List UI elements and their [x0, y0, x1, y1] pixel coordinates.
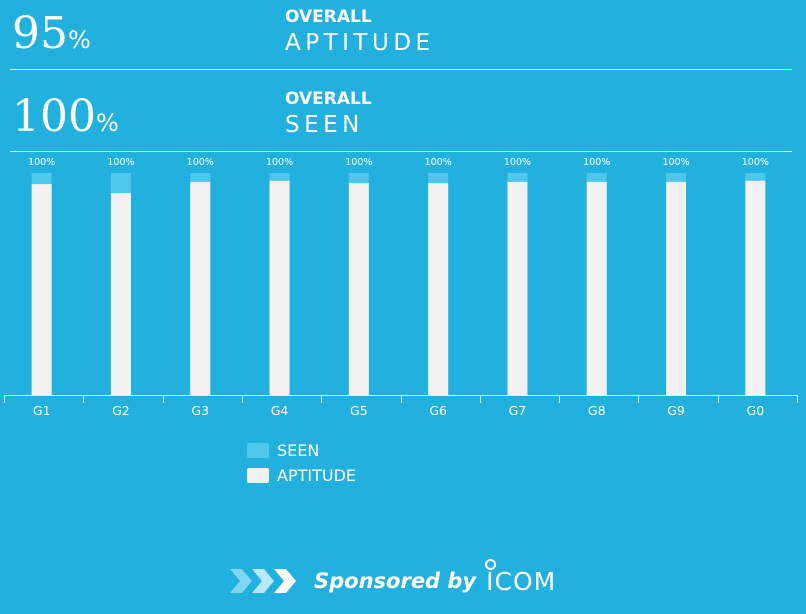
sponsor-banner: Sponsored by ICOM [230, 556, 556, 606]
data-label-G0: 100% [742, 157, 769, 168]
chevrons-right-icon [230, 569, 296, 593]
bar-aptitude-G9 [666, 181, 687, 395]
data-label-G7: 100% [504, 157, 531, 168]
data-label-G2: 100% [107, 157, 134, 168]
logo-dot [485, 558, 497, 570]
summary-divider-1 [10, 69, 792, 70]
summary-divider-2 [10, 151, 792, 152]
bar-aptitude-G5 [348, 182, 369, 395]
data-label-G4: 100% [266, 157, 293, 168]
tick-label-G5: G5 [350, 403, 368, 418]
legend-label-seen: SEEN [277, 441, 320, 460]
bar-aptitude-G7 [507, 181, 528, 395]
data-label-G9: 100% [662, 157, 689, 168]
aptitude-percent: 95% [12, 12, 91, 62]
legend-item-aptitude: APTITUDE [247, 463, 356, 488]
aptitude-value: 95 [12, 8, 68, 59]
chart-legend: SEEN APTITUDE [247, 438, 356, 488]
tick-label-G4: G4 [271, 403, 289, 418]
bar-aptitude-G1 [31, 184, 52, 395]
icom-logo: ICOM [485, 558, 557, 596]
seen-percent: 100% [12, 95, 119, 145]
bar-aptitude-G2 [110, 192, 131, 395]
tick-label-G2: G2 [112, 403, 130, 418]
sponsor-text: Sponsored by [314, 569, 477, 593]
aptitude-label-bottom: APTITUDE [285, 30, 435, 56]
tick-label-G3: G3 [191, 403, 209, 418]
seen-label-bottom: SEEN [285, 112, 364, 138]
data-label-G3: 100% [187, 157, 214, 168]
seen-label-top: OVERALL [285, 89, 372, 109]
bar-aptitude-G0 [745, 180, 766, 395]
legend-label-aptitude: APTITUDE [277, 466, 356, 485]
data-label-G1: 100% [28, 157, 55, 168]
bar-chart: 100% G1 100% G2 100% G3 100% G4 100% G5 100% G6 100%… [4, 157, 798, 418]
legend-swatch-seen [247, 443, 269, 458]
tick-label-G6: G6 [429, 403, 447, 418]
aptitude-label-top: OVERALL [285, 7, 372, 27]
aptitude-unit: % [68, 26, 91, 54]
tick-label-G1: G1 [33, 403, 51, 418]
data-label-G6: 100% [425, 157, 452, 168]
seen-unit: % [95, 109, 119, 137]
bar-aptitude-G6 [428, 182, 449, 395]
icom-logo-text: ICOM [486, 566, 557, 596]
bar-aptitude-G8 [586, 181, 607, 395]
legend-item-seen: SEEN [247, 438, 356, 463]
tick-label-G0: G0 [747, 403, 765, 418]
tick-label-G9: G9 [667, 403, 685, 418]
seen-value: 100 [12, 91, 96, 142]
data-label-G5: 100% [345, 157, 372, 168]
tick-label-G8: G8 [588, 403, 606, 418]
bar-aptitude-G4 [269, 180, 290, 395]
tick-label-G7: G7 [509, 403, 527, 418]
data-label-G8: 100% [583, 157, 610, 168]
bar-aptitude-G3 [190, 181, 211, 395]
legend-swatch-aptitude [247, 468, 269, 483]
